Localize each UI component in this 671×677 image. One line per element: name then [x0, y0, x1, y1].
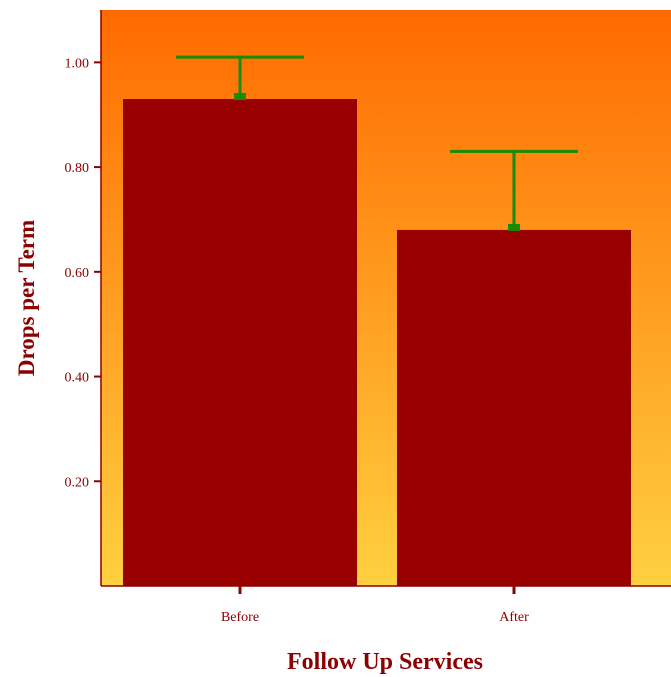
x-tick-label-before: Before: [221, 610, 259, 625]
bar-before: [123, 99, 357, 586]
y-tick-label: 1.00: [65, 56, 90, 71]
error-bar-base-before: [234, 93, 246, 101]
y-tick-label: 0.20: [65, 475, 90, 490]
y-tick-label: 0.60: [65, 266, 90, 281]
bar-after: [397, 229, 631, 586]
error-bars: [176, 55, 578, 231]
error-bar-base-after: [508, 223, 520, 231]
y-axis-title: Drops per Term: [14, 220, 39, 376]
x-tick-label-after: After: [499, 610, 529, 625]
x-axis-title: Follow Up Services: [287, 649, 483, 675]
y-axis-ticks: 0.20 0.40 0.60 0.80 1.00: [65, 56, 101, 490]
y-tick-label: 0.80: [65, 161, 90, 176]
bars: [123, 99, 631, 586]
y-tick-label: 0.40: [65, 371, 90, 386]
x-axis-ticks: Before After: [221, 586, 529, 625]
